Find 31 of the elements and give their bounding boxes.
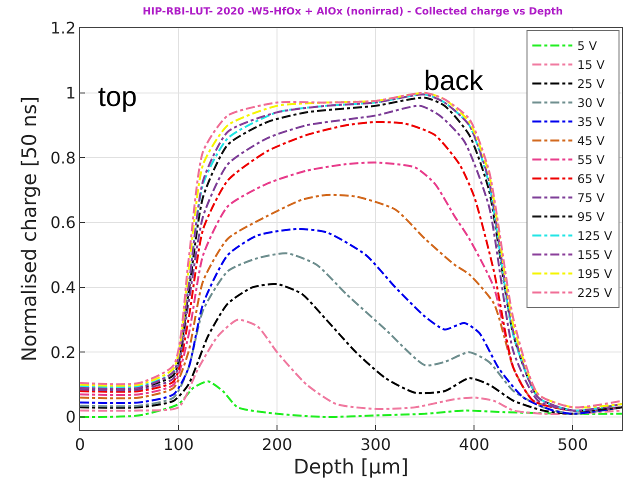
y-tick-label: 0.6 bbox=[50, 213, 76, 232]
legend-label: 75 V bbox=[577, 191, 606, 206]
legend-label: 155 V bbox=[577, 248, 614, 262]
y-tick-label: 0.8 bbox=[50, 148, 76, 168]
x-tick-label: 500 bbox=[557, 435, 588, 454]
y-tick-label: 0.4 bbox=[50, 278, 76, 297]
legend-label: 95 V bbox=[577, 210, 606, 224]
x-tick-label: 300 bbox=[360, 435, 391, 454]
y-tick-label: 0 bbox=[66, 408, 76, 427]
legend-label: 30 V bbox=[577, 96, 606, 110]
x-tick-label: 400 bbox=[458, 435, 490, 454]
legend-label: 35 V bbox=[577, 115, 606, 130]
legend-label: 25 V bbox=[577, 77, 606, 92]
y-tick-label: 0.2 bbox=[50, 342, 76, 362]
legend-label: 15 V bbox=[577, 58, 606, 72]
y-axis-title: Normalised charge [50 ns] bbox=[16, 96, 41, 362]
y-tick-label: 1 bbox=[66, 83, 76, 102]
annotation: back bbox=[424, 65, 484, 96]
legend-label: 125 V bbox=[577, 229, 614, 244]
legend-label: 55 V bbox=[577, 153, 606, 168]
y-tick-label: 1.2 bbox=[50, 18, 76, 38]
annotation: top bbox=[98, 81, 137, 112]
legend-label: 225 V bbox=[577, 286, 614, 300]
legend-label: 45 V bbox=[577, 134, 606, 148]
x-tick-label: 100 bbox=[163, 435, 194, 454]
legend-label: 5 V bbox=[577, 39, 598, 54]
x-axis-title: Depth [μm] bbox=[293, 454, 409, 479]
chart-title: HIP-RBI-LUT- 2020 -W5-HfOx + AlOx (nonirrad) - Collected charge vs Depth bbox=[142, 6, 563, 18]
x-tick-label: 200 bbox=[262, 435, 292, 454]
legend-label: 195 V bbox=[577, 267, 614, 282]
legend-label: 65 V bbox=[577, 172, 606, 186]
